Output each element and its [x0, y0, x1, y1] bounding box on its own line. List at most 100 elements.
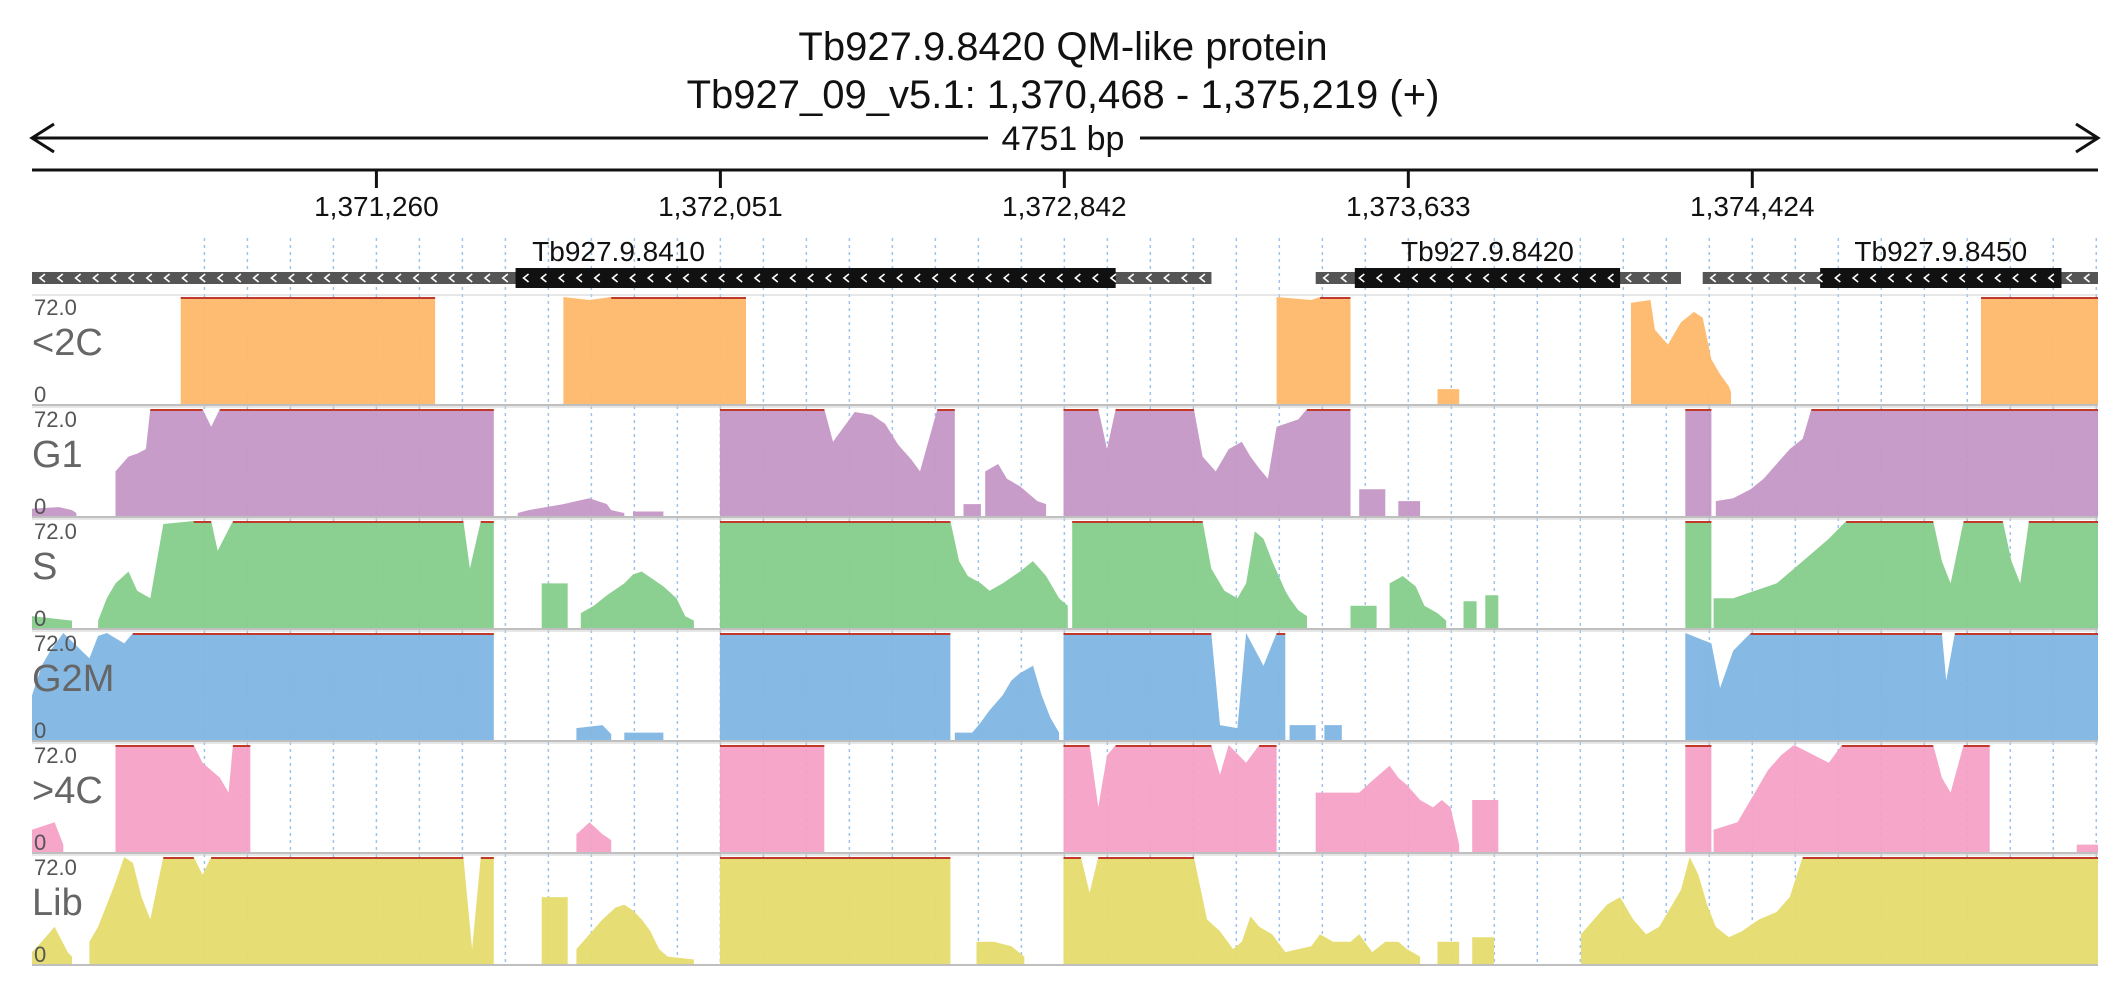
track-ymax-label: 72.0 — [34, 519, 77, 544]
strand-chevron-icon — [540, 273, 547, 283]
coverage-area — [633, 511, 664, 516]
gene-cds-bar — [1820, 268, 2062, 288]
strand-chevron-icon — [127, 273, 135, 283]
strand-chevron-icon — [2047, 273, 2055, 283]
strand-chevron-icon — [1322, 273, 1330, 283]
coverage-area — [576, 822, 612, 852]
coverage-area — [580, 571, 694, 628]
strand-chevron-icon — [92, 273, 99, 283]
strand-chevron-icon — [1709, 273, 1717, 283]
strand-chevron-icon — [1923, 273, 1930, 283]
strand-chevron-icon — [1375, 273, 1383, 283]
coverage-area — [541, 897, 568, 964]
strand-chevron-icon — [682, 273, 690, 283]
strand-chevron-icon — [860, 273, 868, 283]
strand-chevron-icon — [305, 273, 313, 283]
strand-chevron-icon — [913, 273, 921, 283]
strand-chevron-icon — [1607, 273, 1614, 283]
coverage-area — [1359, 489, 1386, 516]
length-arrow: 4751 bp — [29, 120, 2101, 158]
ruler-tick-label: 1,374,424 — [1690, 191, 1815, 222]
track-ymin-label: 0 — [34, 494, 46, 519]
coverage-area — [517, 498, 625, 516]
strand-chevron-icon — [412, 273, 420, 283]
coverage-area — [1315, 765, 1460, 852]
strand-chevron-icon — [270, 273, 277, 283]
coverage-area — [719, 633, 951, 740]
coverage-area — [1389, 576, 1447, 628]
coverage-area — [1289, 725, 1316, 740]
coverage-area — [32, 616, 72, 628]
strand-chevron-icon — [198, 273, 206, 283]
strand-chevron-icon — [1905, 273, 1913, 283]
coverage-track: 72.0 0 Lib — [32, 854, 2098, 967]
coverage-area — [1631, 300, 1731, 404]
coverage-area — [954, 665, 1060, 740]
coverage-area — [1437, 941, 1460, 964]
strand-chevron-icon — [109, 273, 117, 283]
gene-track: Tb927.9.8410 Tb927.9.8420 Tb927.9.8450 — [32, 236, 2098, 288]
coverage-area — [1685, 521, 1712, 628]
coverage-area — [963, 504, 981, 516]
coverage-area — [115, 745, 251, 852]
strand-chevron-icon — [967, 273, 975, 283]
figure-title: Tb927.9.8420 QM-like protein — [798, 25, 1327, 69]
coverage-area — [719, 521, 1068, 628]
ruler-tick-label: 1,373,633 — [1346, 191, 1471, 222]
strand-chevron-icon — [341, 273, 349, 283]
strand-chevron-icon — [1109, 273, 1117, 283]
strand-chevron-icon — [593, 273, 601, 283]
gene-label: Tb927.9.8410 — [532, 236, 705, 267]
coverage-area — [98, 521, 494, 628]
strand-chevron-icon — [1464, 273, 1472, 283]
strand-chevron-icon — [896, 273, 903, 283]
strand-chevron-icon — [557, 273, 565, 283]
strand-chevron-icon — [465, 273, 473, 283]
coverage-area — [32, 633, 494, 740]
coverage-area — [719, 857, 951, 964]
strand-chevron-icon — [2012, 273, 2019, 283]
length-label: 4751 bp — [1002, 120, 1125, 158]
gene-feature: Tb927.9.8410 — [515, 236, 1212, 288]
coverage-area — [985, 464, 1047, 516]
strand-chevron-icon — [1887, 273, 1895, 283]
strand-chevron-icon — [1625, 273, 1632, 283]
arrow-left-icon — [29, 122, 55, 154]
strand-chevron-icon — [1500, 273, 1508, 283]
strand-chevron-icon — [1940, 273, 1948, 283]
coverage-area — [1685, 745, 1712, 852]
strand-chevron-icon — [1518, 273, 1525, 283]
strand-chevron-icon — [1002, 273, 1010, 283]
coverage-area — [541, 583, 568, 628]
strand-chevron-icon — [145, 273, 153, 283]
strand-chevron-icon — [1834, 273, 1841, 283]
strand-chevron-icon — [1762, 273, 1770, 283]
coverage-track: 72.0 0 <2C — [32, 294, 2098, 407]
coverage-area — [1713, 521, 2098, 628]
coverage-area — [115, 409, 494, 516]
coverage-area — [1398, 501, 1421, 516]
strand-chevron-icon — [1571, 273, 1579, 283]
strand-chevron-icon — [430, 273, 438, 283]
strand-chevron-icon — [1163, 273, 1170, 283]
coverage-area — [576, 725, 612, 740]
coverage-area — [32, 507, 77, 516]
track-ymax-label: 72.0 — [34, 407, 77, 432]
strand-chevron-icon — [1869, 273, 1877, 283]
track-name-label: G2M — [32, 658, 114, 700]
coverage-area — [1437, 389, 1460, 404]
strand-chevron-icon — [1976, 273, 1984, 283]
strand-chevron-icon — [181, 273, 188, 283]
strand-chevron-icon — [1145, 273, 1153, 283]
coverage-track: 72.0 0 G1 — [32, 406, 2098, 519]
coverage-area — [976, 941, 1025, 964]
strand-chevron-icon — [771, 273, 779, 283]
strand-chevron-icon — [1020, 273, 1028, 283]
figure-subtitle: Tb927_09_v5.1: 1,370,468 - 1,375,219 (+) — [687, 73, 1440, 117]
strand-chevron-icon — [646, 273, 654, 283]
coverage-area — [719, 745, 825, 852]
strand-chevron-icon — [38, 273, 46, 283]
strand-chevron-icon — [949, 273, 957, 283]
gene-cds-bar — [1354, 268, 1621, 288]
